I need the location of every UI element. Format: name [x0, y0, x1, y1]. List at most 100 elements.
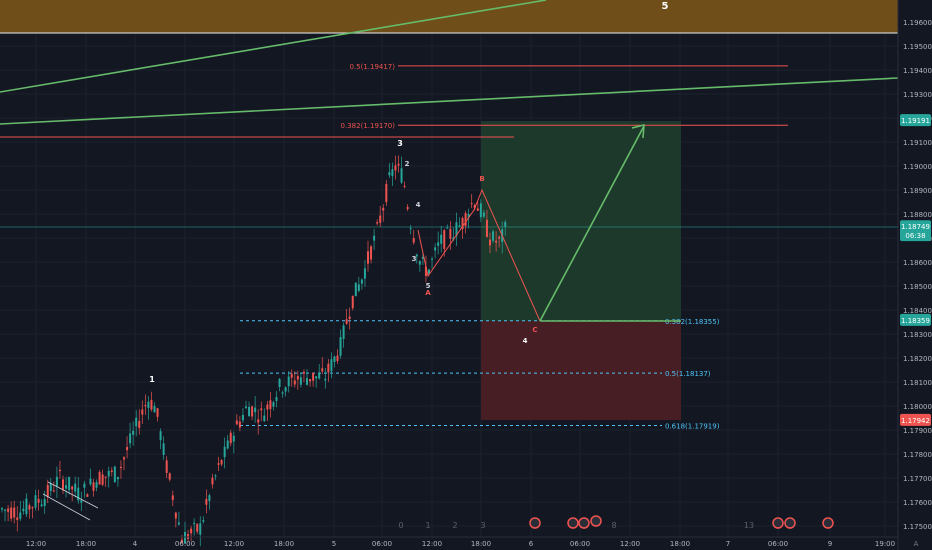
event-markers: 0 1 2 3 8 13 [398, 515, 834, 530]
price-tick-label: 1.18900 [903, 187, 932, 195]
candle-body [437, 242, 440, 246]
price-axis: 1.196001.195001.194001.193001.192001.191… [897, 0, 932, 550]
candle-body [357, 284, 360, 291]
candle-body [123, 457, 125, 460]
candle-body [257, 419, 260, 423]
price-badge-text: 1.18359 [901, 317, 930, 325]
candle-body [89, 478, 92, 485]
time-tick-label: 18:00 [76, 540, 96, 548]
candle-body [40, 504, 43, 507]
candle-body [281, 392, 284, 394]
auto-scale-label: A [914, 540, 919, 548]
candle-body [421, 256, 424, 259]
trendline [0, 0, 547, 93]
time-tick-label: 06:00 [570, 540, 590, 548]
candle-body [168, 473, 171, 480]
candle-body [43, 499, 46, 507]
candle-body [162, 443, 165, 455]
economic-event-icon [529, 517, 541, 529]
fib-levels: 0.5(1.19417) 0.382(1.19170) 0.382(1.18355)… [240, 63, 788, 430]
candle-body [156, 408, 159, 417]
candle-body [208, 495, 211, 502]
candle-body [86, 494, 89, 497]
bar-counter: 3 [480, 521, 485, 530]
candle-body [16, 517, 19, 520]
candle-body [25, 498, 28, 515]
time-tick-label: 18:00 [471, 540, 491, 548]
candle-body [71, 486, 74, 490]
candle-body [318, 373, 321, 379]
economic-event-icon [578, 517, 590, 529]
projection-arrow [539, 125, 645, 322]
candle-body [406, 206, 409, 210]
candle-body [126, 447, 129, 451]
candle-body [309, 379, 312, 382]
candle-body [492, 231, 495, 241]
candle-body [177, 522, 180, 525]
candle-body [132, 430, 135, 435]
time-tick-label: 06:00 [768, 540, 788, 548]
candlesticks [1, 155, 507, 547]
time-tick-label: 19:00 [875, 540, 895, 548]
candle-body [119, 466, 122, 469]
candle-body [394, 165, 397, 171]
candle-body [171, 495, 174, 500]
price-badge-text: 06:38 [905, 232, 925, 240]
candle-body [220, 460, 223, 465]
price-tick-label: 1.17600 [903, 499, 932, 507]
economic-event-icon [822, 517, 834, 529]
candle-body [403, 186, 406, 188]
candle-body [464, 213, 467, 226]
candle-body [299, 377, 302, 385]
channel-line [42, 493, 91, 521]
candle-body [10, 507, 13, 519]
candle-body [235, 420, 238, 425]
wave-drawings [42, 123, 645, 521]
candle-body [229, 432, 232, 444]
candle-body [351, 295, 354, 309]
candle-body [296, 376, 299, 380]
price-tick-label: 1.18500 [903, 283, 932, 291]
candle-body [287, 376, 290, 387]
time-tick-label: 6 [529, 540, 534, 548]
candle-body [455, 222, 458, 237]
candle-body [482, 212, 485, 217]
price-badge-text: 1.19191 [901, 117, 930, 125]
price-tick-label: 1.18600 [903, 259, 932, 267]
candle-body [238, 421, 241, 428]
candle-body [327, 363, 330, 373]
price-badge-text: 1.17942 [901, 417, 930, 425]
candle-body [489, 239, 491, 246]
economic-event-icon [590, 515, 602, 527]
candle-body [46, 484, 49, 498]
candle-body [153, 406, 156, 413]
candle-body [141, 409, 144, 415]
candle-body [248, 406, 251, 417]
time-tick-label: 06:00 [175, 540, 195, 548]
target-zone [481, 121, 681, 321]
candle-body [199, 523, 202, 535]
bar-counter: 0 [398, 521, 403, 530]
candle-body [479, 203, 482, 218]
candle-body [400, 168, 403, 183]
candle-body [205, 498, 208, 505]
candle-body [107, 470, 110, 477]
price-tick-label: 1.19400 [903, 67, 932, 75]
time-axis: 12:00 18:00 4 06:00 12:00 18:00 5 06:00 12:00 18:… [0, 536, 919, 548]
candle-body [424, 266, 427, 276]
bar-counter: 8 [611, 521, 616, 530]
abc-path [417, 188, 541, 322]
candle-body [202, 520, 205, 522]
candle-body [385, 183, 388, 203]
candle-body [370, 246, 373, 260]
candle-body [260, 408, 263, 411]
wave-label: 3 [412, 255, 417, 263]
price-tick-label: 1.19500 [903, 43, 932, 51]
candle-body [495, 240, 498, 243]
candle-body [330, 359, 333, 372]
candle-body [302, 371, 305, 374]
candle-body [113, 466, 116, 483]
trendline [0, 77, 899, 125]
candle-body [382, 207, 385, 211]
